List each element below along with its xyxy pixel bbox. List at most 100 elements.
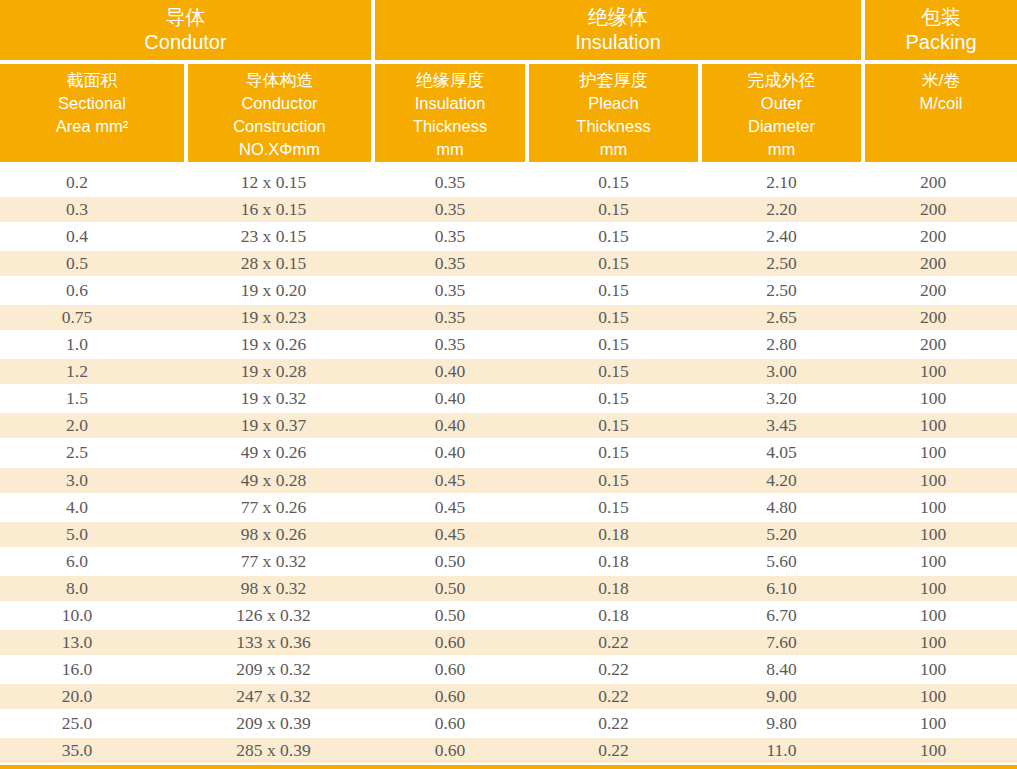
table-row: 0.316 x 0.150.350.152.20200 [0, 195, 1017, 224]
table-row: 0.528 x 0.150.350.152.50200 [0, 249, 1017, 278]
table-cell: 2.65 [700, 307, 863, 328]
table-cell: 0.15 [527, 253, 700, 274]
table-cell: 23 x 0.15 [186, 226, 373, 247]
table-row: 0.423 x 0.150.350.152.40200 [0, 224, 1017, 249]
table-cell: 0.22 [527, 713, 700, 734]
table-cell: 3.00 [700, 361, 863, 382]
table-row: 10.0126 x 0.320.500.186.70100 [0, 603, 1017, 628]
table-cell: 5.0 [0, 524, 186, 545]
table-cell: 0.5 [0, 253, 186, 274]
table-row: 0.619 x 0.200.350.152.50200 [0, 278, 1017, 303]
table-row: 1.019 x 0.260.350.152.80200 [0, 332, 1017, 357]
table-cell: 0.18 [527, 524, 700, 545]
table-cell: 247 x 0.32 [186, 686, 373, 707]
table-cell: 5.60 [700, 551, 863, 572]
table-cell: 0.22 [527, 740, 700, 761]
table-cell: 100 [863, 388, 1017, 409]
table-cell: 0.15 [527, 497, 700, 518]
table-cell: 19 x 0.28 [186, 361, 373, 382]
table-cell: 19 x 0.32 [186, 388, 373, 409]
col-header-insulation-thickness-zh: 绝缘厚度 [375, 69, 525, 92]
table-cell: 4.80 [700, 497, 863, 518]
table-cell: 100 [863, 659, 1017, 680]
table-cell: 0.75 [0, 307, 186, 328]
table-cell: 25.0 [0, 713, 186, 734]
table-cell: 6.10 [700, 578, 863, 599]
table-cell: 200 [863, 280, 1017, 301]
table-cell: 0.22 [527, 632, 700, 653]
table-cell: 100 [863, 578, 1017, 599]
col-header-insulation-thickness: 绝缘厚度 Insulation Thickness mm [375, 64, 525, 162]
table-cell: 200 [863, 307, 1017, 328]
table-cell: 0.60 [373, 713, 527, 734]
table-cell: 200 [863, 253, 1017, 274]
table-cell: 100 [863, 551, 1017, 572]
table-cell: 1.5 [0, 388, 186, 409]
table-row: 1.519 x 0.320.400.153.20100 [0, 386, 1017, 411]
col-header-meters-per-coil: 米/卷 M/coil [865, 64, 1017, 162]
table-cell: 3.0 [0, 470, 186, 491]
table-cell: 0.6 [0, 280, 186, 301]
table-row: 35.0285 x 0.390.600.2211.0100 [0, 736, 1017, 765]
table-cell: 49 x 0.28 [186, 470, 373, 491]
table-cell: 1.2 [0, 361, 186, 382]
table-cell: 20.0 [0, 686, 186, 707]
table-cell: 100 [863, 497, 1017, 518]
table-cell: 0.15 [527, 199, 700, 220]
table-cell: 4.0 [0, 497, 186, 518]
table-cell: 209 x 0.32 [186, 659, 373, 680]
table-row: 2.019 x 0.370.400.153.45100 [0, 411, 1017, 440]
table-cell: 209 x 0.39 [186, 713, 373, 734]
table-cell: 100 [863, 713, 1017, 734]
table-cell: 0.60 [373, 686, 527, 707]
table-cell: 3.20 [700, 388, 863, 409]
table-cell: 0.35 [373, 334, 527, 355]
col-header-sectional-area: 截面积 Sectional Area mm² [0, 64, 184, 162]
table-cell: 6.70 [700, 605, 863, 626]
table-cell: 0.15 [527, 280, 700, 301]
table-cell: 100 [863, 605, 1017, 626]
table-cell: 100 [863, 415, 1017, 436]
table-cell: 19 x 0.23 [186, 307, 373, 328]
table-cell: 2.10 [700, 172, 863, 193]
col-header-insulation-thickness-en: Insulation Thickness mm [375, 92, 525, 161]
table-row: 20.0247 x 0.320.600.229.00100 [0, 682, 1017, 711]
table-cell: 0.45 [373, 470, 527, 491]
table-cell: 0.18 [527, 605, 700, 626]
table-cell: 0.50 [373, 605, 527, 626]
table-cell: 0.15 [527, 415, 700, 436]
table-row: 0.7519 x 0.230.350.152.65200 [0, 303, 1017, 332]
col-header-outer-diameter-zh: 完成外径 [702, 69, 861, 92]
table-cell: 0.40 [373, 415, 527, 436]
table-cell: 2.50 [700, 280, 863, 301]
table-cell: 5.20 [700, 524, 863, 545]
table-cell: 4.05 [700, 442, 863, 463]
table-row: 25.0209 x 0.390.600.229.80100 [0, 711, 1017, 736]
col-header-conductor-construction-zh: 导体构造 [188, 69, 371, 92]
table-header: 导体 Condutor 绝缘体 Insulation 包装 Packing 截面… [0, 0, 1017, 162]
table-cell: 0.60 [373, 632, 527, 653]
table-cell: 28 x 0.15 [186, 253, 373, 274]
table-cell: 0.15 [527, 226, 700, 247]
table-cell: 0.35 [373, 172, 527, 193]
table-row: 16.0209 x 0.320.600.228.40100 [0, 657, 1017, 682]
table-cell: 0.60 [373, 659, 527, 680]
header-group-conductor: 导体 Condutor [0, 0, 371, 60]
table-row: 8.098 x 0.320.500.186.10100 [0, 574, 1017, 603]
header-group-conductor-en: Condutor [0, 30, 371, 55]
table-cell: 10.0 [0, 605, 186, 626]
header-group-packing-zh: 包装 [865, 5, 1017, 30]
table-cell: 0.15 [527, 470, 700, 491]
table-cell: 2.80 [700, 334, 863, 355]
table-cell: 0.15 [527, 361, 700, 382]
table-cell: 77 x 0.32 [186, 551, 373, 572]
table-row: 13.0133 x 0.360.600.227.60100 [0, 628, 1017, 657]
table-cell: 200 [863, 334, 1017, 355]
table-row: 5.098 x 0.260.450.185.20100 [0, 520, 1017, 549]
header-group-insulation: 绝缘体 Insulation [375, 0, 861, 60]
table-cell: 0.18 [527, 578, 700, 599]
header-group-packing: 包装 Packing [865, 0, 1017, 60]
table-cell: 7.60 [700, 632, 863, 653]
table-cell: 200 [863, 172, 1017, 193]
table-row: 0.212 x 0.150.350.152.10200 [0, 170, 1017, 195]
